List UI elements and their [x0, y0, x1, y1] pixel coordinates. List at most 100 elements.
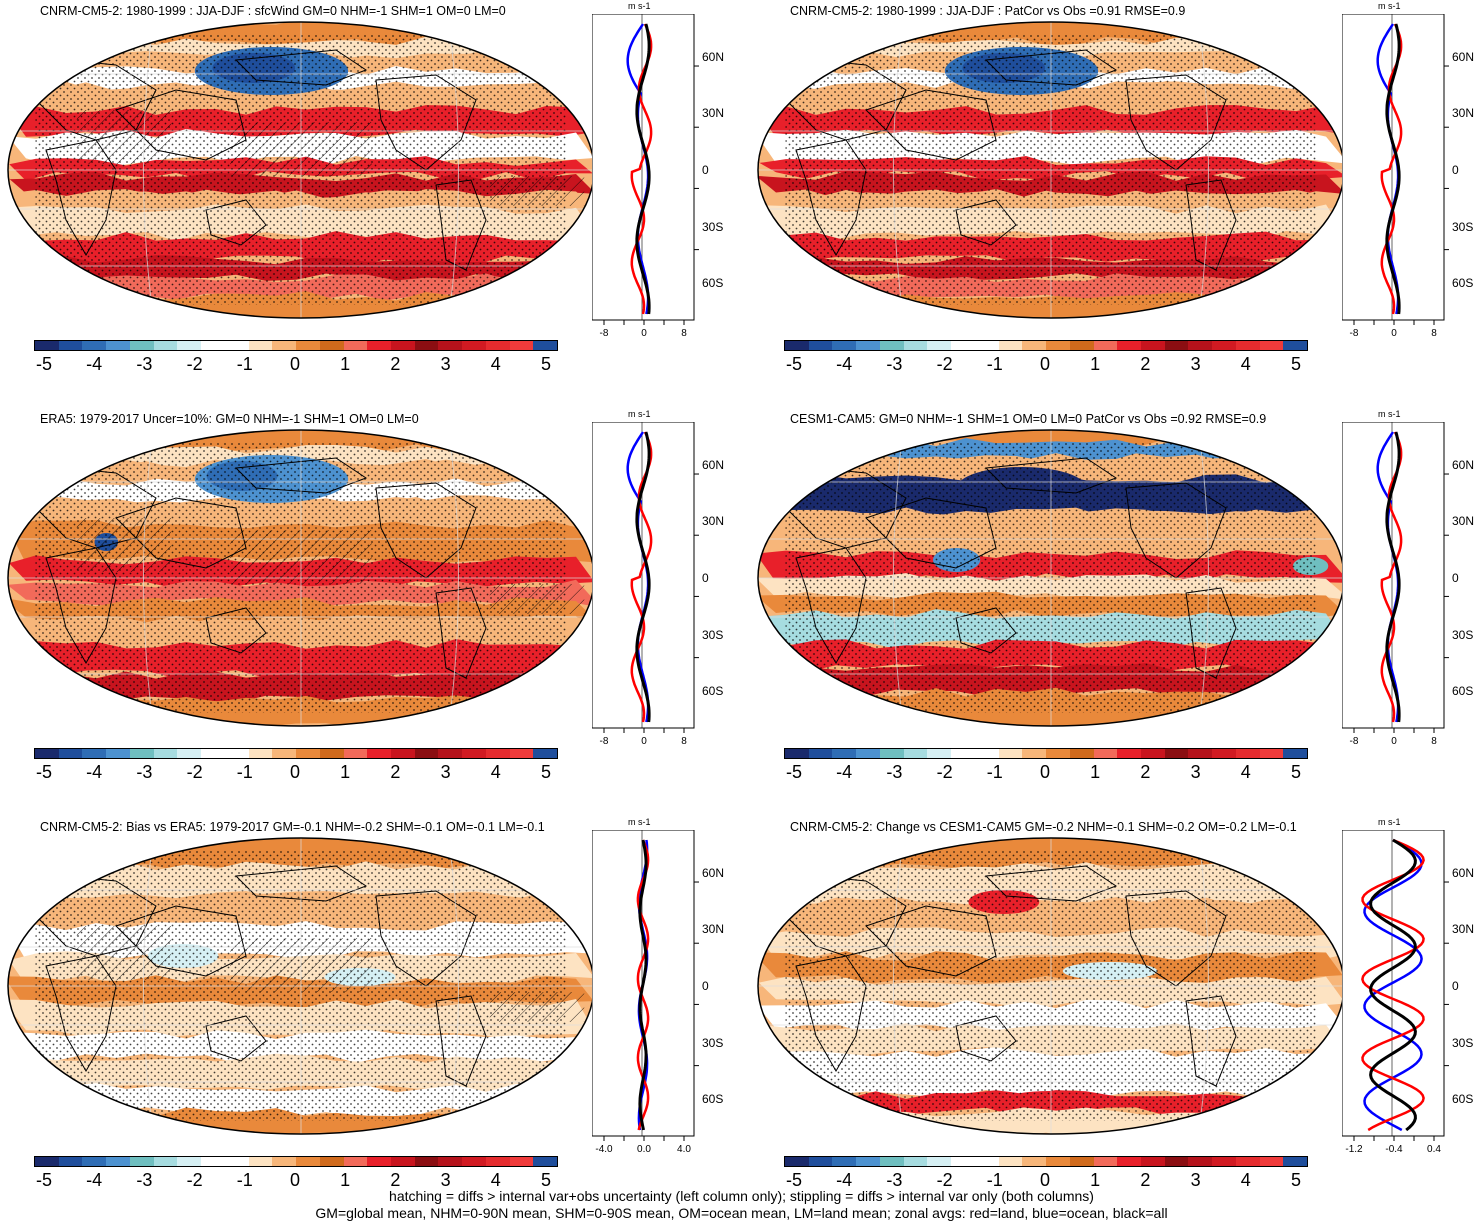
- colorbar: [34, 748, 558, 759]
- colorbar-tick-label: -4: [836, 1170, 853, 1190]
- colorbar-swatch: [1188, 341, 1213, 350]
- colorbar-swatch: [1093, 341, 1118, 350]
- colorbar-tick-label: 2: [390, 762, 401, 782]
- colorbar-tick-label: 5: [540, 762, 552, 782]
- zonal-line-land: [636, 839, 650, 1131]
- colorbar-swatch: [1259, 1157, 1284, 1166]
- colorbar-tick-label: 4: [1240, 354, 1251, 374]
- colorbar-swatch: [367, 749, 392, 758]
- colorbar-swatch: [438, 749, 463, 758]
- colorbar-swatch: [177, 1157, 202, 1166]
- colorbar-swatch: [1069, 749, 1094, 758]
- colorbar-tick-label: 4: [490, 1170, 501, 1190]
- colorbar: [34, 1156, 558, 1167]
- colorbar-swatch: [1141, 1157, 1165, 1166]
- colorbar-swatch: [82, 1157, 107, 1166]
- colorbar-swatch: [248, 1157, 273, 1166]
- zonal-unit-label: m s-1: [628, 1, 651, 11]
- colorbar-swatch: [927, 1157, 952, 1166]
- colorbar-swatch: [1212, 749, 1236, 758]
- panel-title: CNRM-CM5-2: Bias vs ERA5: 1979-2017 GM=-…: [40, 820, 545, 834]
- panel-title: ERA5: 1979-2017 Uncer=10%: GM=0 NHM=-1 S…: [40, 412, 419, 426]
- colorbar-swatch: [951, 749, 975, 758]
- colorbar-swatch: [808, 1157, 833, 1166]
- colorbar-swatch: [82, 749, 107, 758]
- colorbar-tick-label: -4: [836, 354, 853, 374]
- colorbar-swatch: [1259, 341, 1284, 350]
- colorbar-swatch: [224, 341, 249, 350]
- colorbar-swatch: [1283, 749, 1308, 758]
- latitude-tick-label: 0: [1452, 979, 1459, 994]
- zonal-x-tick-label: 8: [1431, 328, 1437, 339]
- colorbar-swatch: [1117, 749, 1142, 758]
- colorbar-swatch: [296, 1157, 320, 1166]
- colorbar-swatch: [856, 1157, 880, 1166]
- colorbar-tick-label: 1: [340, 762, 351, 782]
- colorbar-swatch: [485, 1157, 510, 1166]
- zonal-x-tick-label: -4.0: [595, 1144, 613, 1155]
- panel-5: CNRM-CM5-2: Bias vs ERA5: 1979-2017 GM=-…: [0, 816, 733, 1216]
- zonal-line-land: [630, 23, 653, 315]
- colorbar-swatch: [462, 1157, 486, 1166]
- zonal-mean-plot: m s-1 60N 30N 0 30S 60S -8 0 8: [1341, 1, 1482, 349]
- colorbar-swatch: [296, 749, 320, 758]
- zonal-x-tick-label: -0.4: [1385, 1144, 1403, 1155]
- colorbar-tick-label: 0: [1039, 1170, 1051, 1190]
- colorbar-swatch: [879, 341, 904, 350]
- colorbar-labels: -5 -4 -3 -2 -1 0 1 2 3 4 5: [784, 1170, 1306, 1192]
- zonal-line-land: [1361, 838, 1425, 1132]
- colorbar-tick-label: 1: [340, 354, 351, 374]
- colorbar-swatch: [391, 1157, 415, 1166]
- colorbar-swatch: [832, 341, 857, 350]
- colorbar-swatch: [785, 1157, 809, 1166]
- colorbar-swatch: [832, 1157, 857, 1166]
- colorbar-tick-label: 3: [1190, 354, 1201, 374]
- colorbar-tick-label: 2: [1140, 1170, 1151, 1190]
- colorbar-swatch: [35, 1157, 59, 1166]
- latitude-tick-label: 30N: [1452, 106, 1475, 121]
- colorbar-swatch: [201, 341, 225, 350]
- colorbar-swatch: [785, 341, 809, 350]
- colorbar-tick-label: 0: [1039, 354, 1051, 374]
- latitude-tick-label: 0: [1452, 571, 1459, 586]
- colorbar-swatch: [1283, 1157, 1308, 1166]
- colorbar-swatch: [319, 1157, 344, 1166]
- latitude-tick-label: 60S: [1452, 1092, 1474, 1107]
- colorbar-tick-label: 3: [440, 762, 451, 782]
- colorbar-swatch: [832, 749, 857, 758]
- zonal-line-land: [1380, 431, 1403, 723]
- latitude-tick-label: 30N: [702, 106, 725, 121]
- colorbar-swatch: [974, 749, 999, 758]
- colorbar-tick-label: 0: [289, 354, 301, 374]
- colorbar-swatch: [319, 749, 344, 758]
- panel-3: ERA5: 1979-2017 Uncer=10%: GM=0 NHM=-1 S…: [0, 408, 733, 808]
- colorbar-tick-label: -5: [35, 1170, 53, 1190]
- colorbar-swatch: [58, 1157, 83, 1166]
- colorbar-tick-label: -1: [236, 1170, 253, 1190]
- colorbar-swatch: [1046, 341, 1070, 350]
- colorbar-swatch: [903, 749, 928, 758]
- colorbar-swatch: [35, 749, 59, 758]
- world-map: [756, 428, 1346, 728]
- colorbar-tick-label: 4: [490, 762, 501, 782]
- zonal-line-all: [635, 431, 651, 723]
- colorbar-tick-label: 3: [440, 1170, 451, 1190]
- latitude-tick-label: 30N: [702, 514, 725, 529]
- latitude-tick-label: 30S: [1452, 1035, 1474, 1050]
- latitude-tick-label: 0: [702, 163, 709, 178]
- colorbar-tick-label: -1: [986, 762, 1003, 782]
- colorbar-swatch: [106, 1157, 130, 1166]
- colorbar-swatch: [367, 341, 392, 350]
- colorbar-tick-label: -2: [936, 354, 953, 374]
- latitude-tick-label: 60N: [1452, 457, 1475, 472]
- colorbar-tick-label: -3: [136, 762, 153, 782]
- colorbar-tick-label: 0: [1039, 762, 1051, 782]
- colorbar-swatch: [879, 1157, 904, 1166]
- zonal-line-all: [638, 839, 648, 1131]
- colorbar-swatch: [856, 749, 880, 758]
- zonal-x-tick-label: 8: [1431, 736, 1437, 747]
- colorbar-swatch: [177, 749, 202, 758]
- colorbar-swatch: [319, 341, 344, 350]
- colorbar-tick-label: -4: [86, 762, 103, 782]
- colorbar-tick-label: 3: [440, 354, 451, 374]
